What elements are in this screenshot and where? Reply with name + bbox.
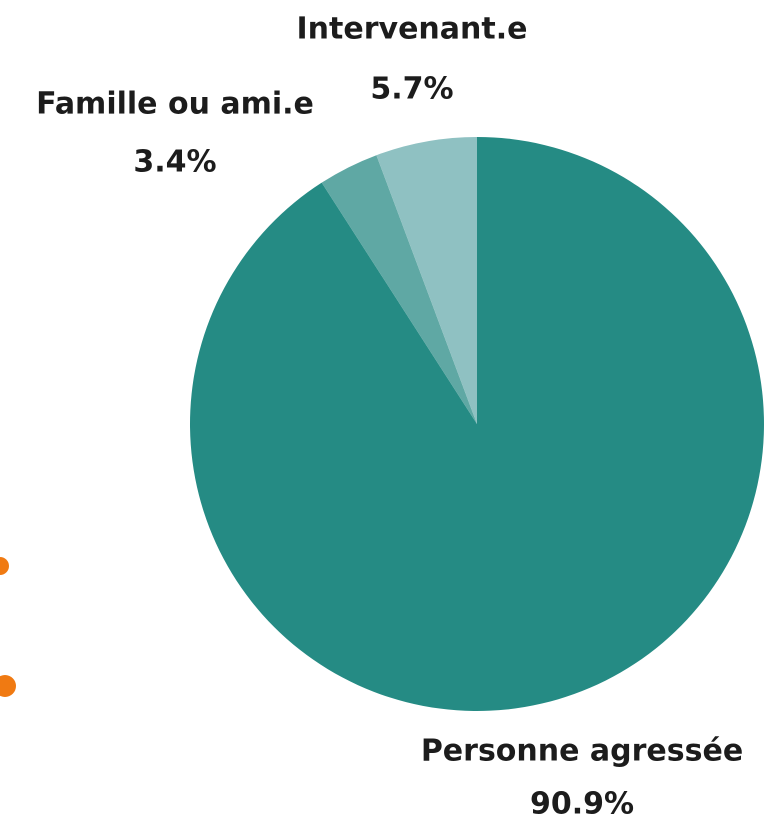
value-label: 3.4% [133,145,216,180]
category-label: Intervenant.e [297,12,528,47]
decor-dot [0,557,9,575]
value-label: 5.7% [370,72,453,107]
decor-dot [0,675,16,697]
page: {"chart_data": {"type": "pie", "categori… [0,0,770,826]
value-label: 90.9% [530,787,634,822]
category-label: Famille ou ami.e [36,87,314,122]
category-label: Personne agressée [421,734,743,769]
pie [190,137,764,711]
chart: Personne agressée 90.9% Famille ou ami.e 3.… [0,0,770,826]
